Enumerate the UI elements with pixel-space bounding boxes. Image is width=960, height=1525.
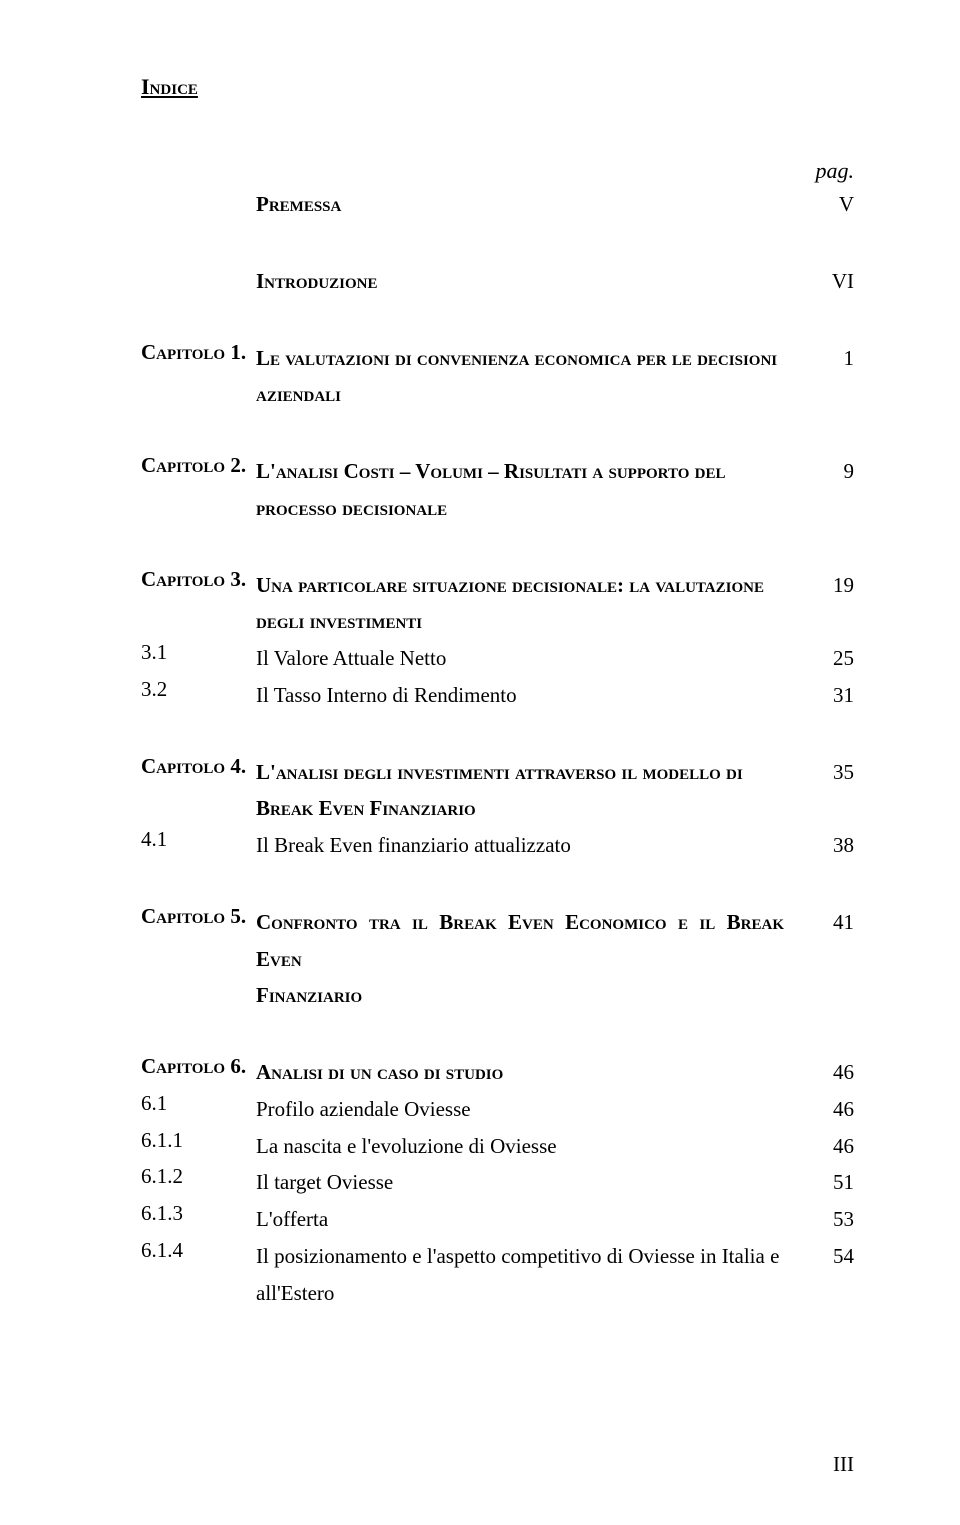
intro-page: VI xyxy=(808,263,854,300)
toc-row-ch5: Capitolo 5. Confronto tra il Break Even … xyxy=(141,904,854,978)
ch6-s13-page: 53 xyxy=(808,1201,854,1238)
toc-row-ch6-s12: 6.1.2 Il target Oviesse 51 xyxy=(141,1164,854,1201)
ch3-page: 19 xyxy=(808,567,854,604)
toc-row-intro: Introduzione VI xyxy=(141,263,854,300)
toc-row-ch3: Capitolo 3. Una particolare situazione d… xyxy=(141,567,854,604)
ch6-s1-num: 6.1 xyxy=(141,1091,256,1116)
ch2-label-line2: processo decisionale xyxy=(256,490,808,527)
toc-row-ch4: Capitolo 4. L'analisi degli investimenti… xyxy=(141,754,854,791)
toc-row-ch3-s1: 3.1 Il Valore Attuale Netto 25 xyxy=(141,640,854,677)
ch6-s1-label: Profilo aziendale Oviesse xyxy=(256,1091,808,1128)
toc-row-ch5-cont: Finanziario xyxy=(141,977,854,1014)
ch1-page: 1 xyxy=(808,340,854,377)
ch3-s1-num: 3.1 xyxy=(141,640,256,665)
ch3-num: Capitolo 3. xyxy=(141,567,256,592)
ch5-num: Capitolo 5. xyxy=(141,904,256,929)
ch3-s2-page: 31 xyxy=(808,677,854,714)
ch1-label-line1: Le valutazioni di convenienza economica … xyxy=(256,346,777,370)
ch2-label: L'analisi Costi – Volumi – Risultati a s… xyxy=(256,453,808,490)
ch4-s1-label: Il Break Even finanziario attualizzato xyxy=(256,827,808,864)
toc-row-ch3-s2: 3.2 Il Tasso Interno di Rendimento 31 xyxy=(141,677,854,714)
ch6-s14-label-line2: all'Estero xyxy=(256,1275,808,1312)
ch6-s11-label: La nascita e l'evoluzione di Oviesse xyxy=(256,1128,808,1165)
ch5-page: 41 xyxy=(808,904,854,941)
ch4-s1-num: 4.1 xyxy=(141,827,256,852)
toc-row-ch4-cont: Break Even Finanziario xyxy=(141,790,854,827)
ch6-num: Capitolo 6. xyxy=(141,1054,256,1079)
ch3-s2-num: 3.2 xyxy=(141,677,256,702)
page-number-footer: III xyxy=(833,1452,854,1477)
toc-row-ch6-s13: 6.1.3 L'offerta 53 xyxy=(141,1201,854,1238)
ch6-s14-page: 54 xyxy=(808,1238,854,1275)
ch4-label-line2: Break Even Finanziario xyxy=(256,790,808,827)
ch2-num: Capitolo 2. xyxy=(141,453,256,478)
ch6-s12-label: Il target Oviesse xyxy=(256,1164,808,1201)
toc-row-ch6-s14: 6.1.4 Il posizionamento e l'aspetto comp… xyxy=(141,1238,854,1275)
premessa-label: Premessa xyxy=(256,186,808,223)
ch1-label: Le valutazioni di convenienza economica … xyxy=(256,340,808,377)
ch6-s14-label: Il posizionamento e l'aspetto competitiv… xyxy=(256,1238,808,1275)
toc-row-ch2: Capitolo 2. L'analisi Costi – Volumi – R… xyxy=(141,453,854,490)
ch3-s2-label: Il Tasso Interno di Rendimento xyxy=(256,677,808,714)
ch3-label: Una particolare situazione decisionale: … xyxy=(256,567,808,604)
toc-row-ch4-s1: 4.1 Il Break Even finanziario attualizza… xyxy=(141,827,854,864)
toc-row-premessa: Premessa V xyxy=(141,186,854,223)
ch6-s14-num: 6.1.4 xyxy=(141,1238,256,1263)
toc-row-ch2-cont: processo decisionale xyxy=(141,490,854,527)
ch6-s14-label-line1: Il posizionamento e l'aspetto competitiv… xyxy=(256,1244,779,1268)
ch4-label-line1: L'analisi degli investimenti attraverso … xyxy=(256,760,743,784)
ch4-num: Capitolo 4. xyxy=(141,754,256,779)
intro-label: Introduzione xyxy=(256,263,808,300)
ch2-page: 9 xyxy=(808,453,854,490)
ch6-s12-num: 6.1.2 xyxy=(141,1164,256,1189)
ch4-s1-page: 38 xyxy=(808,827,854,864)
toc-row-ch1: Capitolo 1. Le valutazioni di convenienz… xyxy=(141,340,854,377)
toc-row-ch6-s11: 6.1.1 La nascita e l'evoluzione di Ovies… xyxy=(141,1128,854,1165)
ch3-s1-page: 25 xyxy=(808,640,854,677)
ch4-page: 35 xyxy=(808,754,854,791)
ch6-s13-num: 6.1.3 xyxy=(141,1201,256,1226)
ch1-label-line2: aziendali xyxy=(256,376,808,413)
ch5-label: Confronto tra il Break Even Economico e … xyxy=(256,904,808,978)
ch5-label-line2: Finanziario xyxy=(256,977,808,1014)
page-title: Indice xyxy=(141,74,854,100)
ch6-label: Analisi di un caso di studio xyxy=(256,1054,808,1091)
ch6-s11-page: 46 xyxy=(808,1128,854,1165)
ch3-label-line2: degli investimenti xyxy=(256,603,808,640)
ch6-s1-page: 46 xyxy=(808,1091,854,1128)
toc-row-ch3-cont: degli investimenti xyxy=(141,603,854,640)
ch1-num: Capitolo 1. xyxy=(141,340,256,365)
ch3-s1-label: Il Valore Attuale Netto xyxy=(256,640,808,677)
ch6-s13-label: L'offerta xyxy=(256,1201,808,1238)
toc-row-ch1-cont: aziendali xyxy=(141,376,854,413)
page-column-header: pag. xyxy=(141,158,854,184)
document-page: Indice pag. Premessa V Introduzione VI C… xyxy=(0,0,960,1525)
toc-row-ch6: Capitolo 6. Analisi di un caso di studio… xyxy=(141,1054,854,1091)
ch4-label: L'analisi degli investimenti attraverso … xyxy=(256,754,808,791)
toc-row-ch6-s1: 6.1 Profilo aziendale Oviesse 46 xyxy=(141,1091,854,1128)
ch3-label-line1: Una particolare situazione decisionale: … xyxy=(256,573,764,597)
toc-row-ch6-s14-cont: all'Estero xyxy=(141,1275,854,1312)
ch2-label-line1: L'analisi Costi – Volumi – Risultati a s… xyxy=(256,459,725,483)
ch6-s11-num: 6.1.1 xyxy=(141,1128,256,1153)
premessa-page: V xyxy=(808,186,854,223)
ch5-label-line1: Confronto tra il Break Even Economico e … xyxy=(256,910,784,971)
ch6-page: 46 xyxy=(808,1054,854,1091)
ch6-s12-page: 51 xyxy=(808,1164,854,1201)
